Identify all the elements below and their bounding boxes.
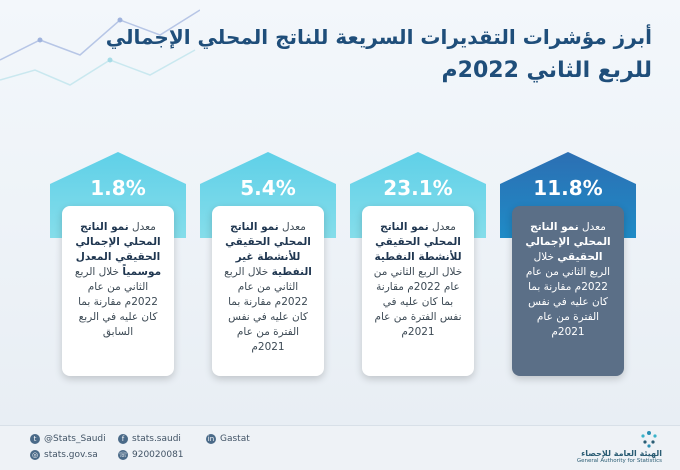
logo-english-text: General Authority for Statistics (576, 458, 662, 464)
indicator-description: معدل نمو الناتج المحلي الإجمالي الحقيقي … (62, 206, 174, 376)
indicator-description: معدل نمو الناتج المحلي الإجمالي الحقيقي … (512, 206, 624, 376)
description-prefix: معدل (428, 221, 456, 233)
phone-icon: ☏ (118, 450, 128, 460)
description-suffix: خلال الربع الثاني من عام 2022م مقارنة بم… (224, 266, 308, 353)
globe-icon: ◎ (30, 450, 40, 460)
description-prefix: معدل (128, 221, 156, 233)
footer-phone[interactable]: ☏ 920020081 (118, 450, 184, 460)
footer-twitter[interactable]: t @Stats_Saudi (30, 434, 106, 444)
indicator-percent: 23.1% (383, 176, 453, 200)
description-bold: نمو الناتج المحلي الإجمالي الحقيقي المعد… (75, 221, 162, 278)
footer-facebook[interactable]: f stats.saudi (118, 434, 181, 444)
facebook-icon: f (118, 434, 128, 444)
footer-bar: t @Stats_Saudi f stats.saudi in Gastat ◎… (0, 425, 680, 470)
gastat-logo-mark-icon (641, 431, 657, 448)
footer-website[interactable]: ◎ stats.gov.sa (30, 450, 98, 460)
indicator-percent: 1.8% (90, 176, 146, 200)
facebook-handle: stats.saudi (132, 434, 181, 444)
twitter-handle: @Stats_Saudi (44, 434, 106, 444)
footer-linkedin[interactable]: in Gastat (206, 434, 250, 444)
description-prefix: معدل (278, 221, 306, 233)
description-prefix: معدل (578, 221, 606, 233)
description-bold: نمو الناتج المحلي الإجمالي الحقيقي (525, 221, 611, 263)
description-suffix: خلال الربع الثاني من عام 2022م مقارنة بم… (74, 266, 158, 338)
logo-arabic-text: الهيئة العامة للإحصاء (581, 449, 662, 458)
linkedin-handle: Gastat (220, 434, 250, 444)
description-bold: نمو الناتج المحلي الحقيقي للأنشطة غير ال… (225, 221, 312, 278)
indicator-description: معدل نمو الناتج المحلي الحقيقي للأنشطة غ… (212, 206, 324, 376)
description-suffix: خلال الربع الثاني من عام 2022م مقارنة بم… (373, 266, 463, 338)
website-link: stats.gov.sa (44, 450, 98, 460)
linkedin-icon: in (206, 434, 216, 444)
page-title: أبرز مؤشرات التقديرات السريعة للناتج الم… (92, 20, 652, 88)
title-line-1: أبرز مؤشرات التقديرات السريعة للناتج الم… (105, 25, 652, 49)
gastat-logo: الهيئة العامة للإحصاء General Authority … (577, 427, 662, 464)
title-line-2: للربع الثاني 2022م (441, 58, 652, 83)
indicator-description: معدل نمو الناتج المحلي الحقيقي للأنشطة ا… (362, 206, 474, 376)
indicator-percent: 5.4% (240, 176, 296, 200)
description-bold: نمو الناتج المحلي الحقيقي للأنشطة النفطي… (374, 221, 462, 263)
phone-number: 920020081 (132, 450, 184, 460)
twitter-icon: t (30, 434, 40, 444)
description-suffix: خلال الربع الثاني من عام 2022م مقارنة بم… (525, 251, 611, 338)
decorative-line-graphic (0, 9, 200, 86)
indicator-percent: 11.8% (533, 176, 603, 200)
